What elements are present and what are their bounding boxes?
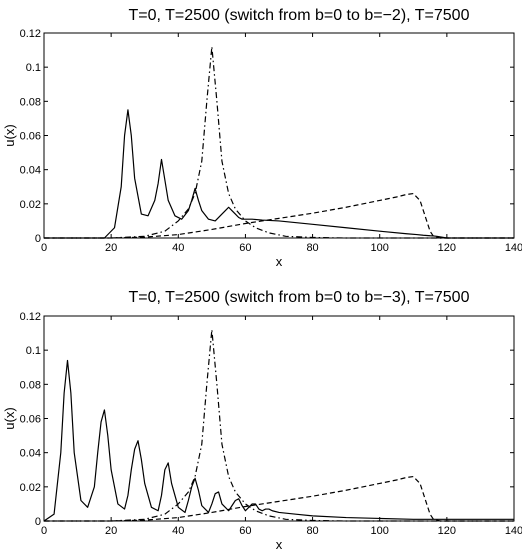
x-tick-label: 60 bbox=[239, 242, 251, 254]
y-tick-label: 0.02 bbox=[20, 482, 41, 494]
y-axis-label: u(x) bbox=[2, 407, 17, 429]
x-tick-label: 0 bbox=[41, 242, 47, 254]
x-tick-label: 100 bbox=[371, 525, 389, 537]
x-tick-label: 40 bbox=[172, 242, 184, 254]
chart-2: 0 20 40 60 80 100 120 140 0 0.02 0.04 0.06 0.08 0.1 0.… bbox=[2, 289, 522, 552]
chart-title: T=0, T=2500 (switch from b=0 to b=−3), T… bbox=[129, 289, 470, 306]
x-tick-label: 140 bbox=[505, 525, 522, 537]
x-tick-label: 0 bbox=[41, 525, 47, 537]
x-tick-label: 80 bbox=[306, 525, 318, 537]
x-tick-label: 120 bbox=[438, 242, 456, 254]
y-tick-label: 0.08 bbox=[20, 96, 41, 108]
series-line-dashdot bbox=[44, 329, 514, 522]
y-tick-label: 0 bbox=[35, 516, 41, 528]
series-line-solid bbox=[43, 359, 514, 522]
y-tick-label: 0.04 bbox=[20, 165, 41, 177]
x-tick-label: 140 bbox=[505, 242, 522, 254]
y-tick-label: 0.12 bbox=[20, 28, 41, 40]
series-line-dashed bbox=[44, 475, 514, 522]
y-tick-label: 0 bbox=[35, 233, 41, 245]
y-tick-label: 0.02 bbox=[20, 199, 41, 211]
chart-title: T=0, T=2500 (switch from b=0 to b=−2), T… bbox=[129, 7, 470, 24]
y-tick-label: 0.1 bbox=[26, 62, 41, 74]
series-line-solid bbox=[44, 109, 514, 239]
series-line-dashed bbox=[44, 192, 514, 239]
x-tick-label: 60 bbox=[239, 525, 251, 537]
plot-frame bbox=[43, 315, 515, 522]
y-tick-label: 0.12 bbox=[20, 311, 41, 323]
series-line-dashdot bbox=[44, 46, 514, 239]
y-tick-label: 0.1 bbox=[26, 345, 41, 357]
x-tick-label: 20 bbox=[105, 525, 117, 537]
x-tick-label: 80 bbox=[306, 242, 318, 254]
plot-frame bbox=[43, 32, 515, 239]
x-tick-label: 120 bbox=[438, 525, 456, 537]
y-tick-label: 0.06 bbox=[20, 131, 41, 143]
y-axis-label: u(x) bbox=[2, 124, 17, 146]
x-axis-label: x bbox=[276, 254, 283, 269]
x-tick-label: 20 bbox=[105, 242, 117, 254]
y-tick-label: 0.06 bbox=[20, 414, 41, 426]
chart-1: 0 20 40 60 80 100 120 140 0 0.02 0.04 0.06 0.08 0.1 0.… bbox=[2, 7, 522, 269]
x-axis-label: x bbox=[276, 537, 283, 552]
x-tick-label: 100 bbox=[371, 242, 389, 254]
y-tick-label: 0.08 bbox=[20, 379, 41, 391]
y-tick-label: 0.04 bbox=[20, 448, 41, 460]
x-tick-label: 40 bbox=[172, 525, 184, 537]
